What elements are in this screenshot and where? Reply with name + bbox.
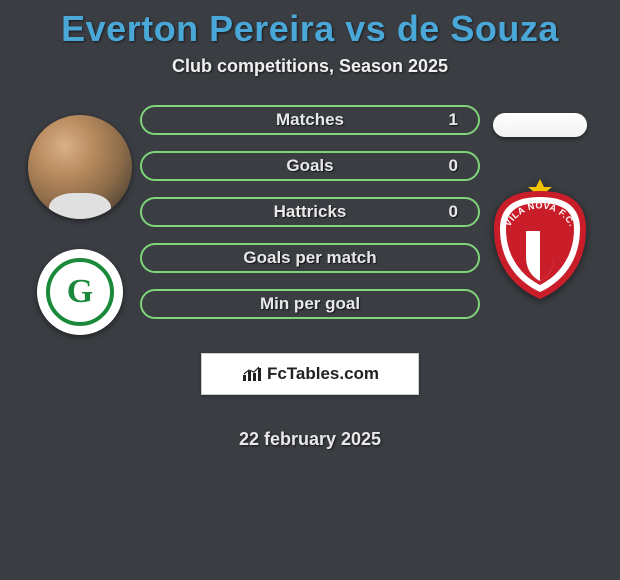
stat-label: Hattricks	[274, 202, 347, 222]
stat-label: Min per goal	[260, 294, 360, 314]
stat-row-hattricks: Hattricks 0	[140, 197, 480, 227]
stat-value: 0	[449, 156, 458, 176]
right-player-column: VILA NOVA F.C.	[480, 105, 600, 301]
stat-label: Goals per match	[243, 248, 376, 268]
stat-value: 1	[449, 110, 458, 130]
player-left-photo	[28, 115, 132, 219]
stat-value: 0	[449, 202, 458, 222]
club-left-badge: G	[37, 249, 123, 335]
main-row: G Matches 1 Goals 0 Hattricks 0 Goals pe…	[0, 105, 620, 450]
brand-text: FcTables.com	[267, 364, 379, 384]
player-right-placeholder	[493, 113, 587, 137]
stat-row-matches: Matches 1	[140, 105, 480, 135]
stat-label: Matches	[276, 110, 344, 130]
stat-row-goals-per-match: Goals per match	[140, 243, 480, 273]
chart-icon	[241, 365, 263, 383]
stat-row-min-per-goal: Min per goal	[140, 289, 480, 319]
club-right-badge: VILA NOVA F.C.	[490, 177, 590, 301]
stats-column: Matches 1 Goals 0 Hattricks 0 Goals per …	[140, 105, 480, 450]
subtitle: Club competitions, Season 2025	[0, 56, 620, 77]
stat-row-goals: Goals 0	[140, 151, 480, 181]
comparison-card: Everton Pereira vs de Souza Club competi…	[0, 0, 620, 450]
club-left-letter: G	[67, 273, 93, 311]
stat-label: Goals	[286, 156, 333, 176]
left-player-column: G	[20, 105, 140, 335]
brand-badge: FcTables.com	[201, 353, 419, 395]
page-title: Everton Pereira vs de Souza	[0, 8, 620, 50]
footer-date: 22 february 2025	[239, 429, 381, 450]
